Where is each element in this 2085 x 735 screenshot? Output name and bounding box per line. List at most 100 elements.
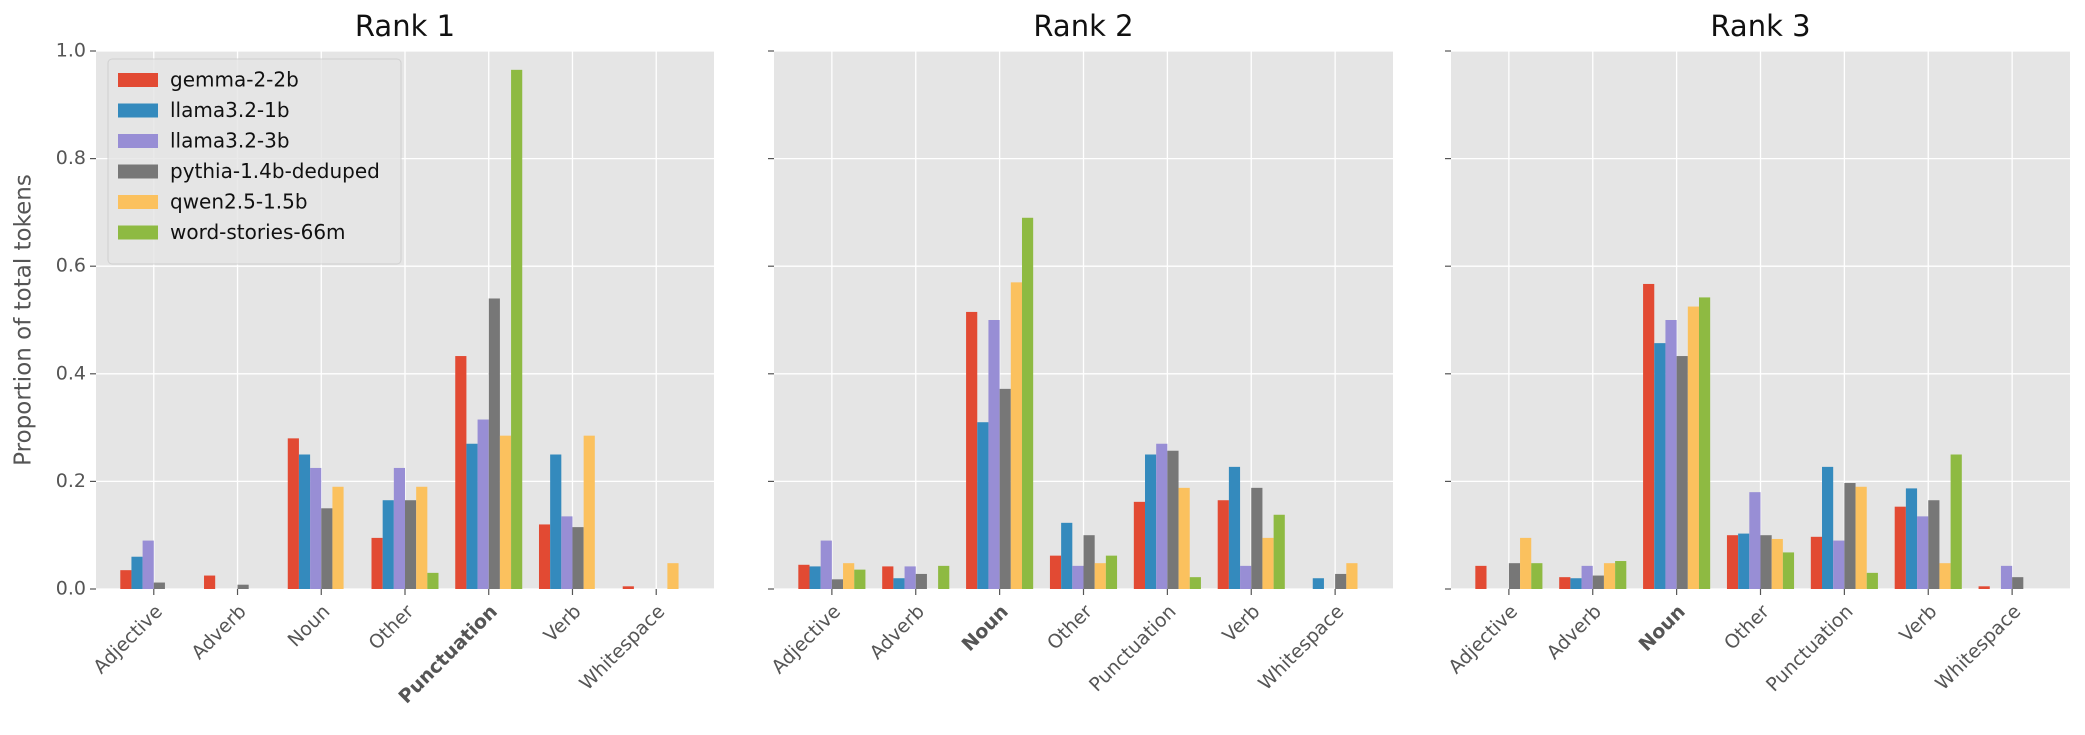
bar [1570, 578, 1582, 589]
bar [1687, 306, 1699, 589]
bar [1531, 563, 1543, 589]
bar [477, 419, 489, 589]
bar [511, 69, 523, 589]
bar [583, 435, 595, 589]
bar [1905, 488, 1918, 589]
y-tick-label: 1.0 [56, 40, 86, 62]
bar [1061, 522, 1073, 589]
legend-swatch [118, 134, 158, 148]
bar [1105, 555, 1118, 589]
y-tick-label: 0.6 [56, 255, 86, 277]
bar [1894, 506, 1906, 589]
bar [561, 516, 573, 589]
panel-title: Rank 2 [1033, 9, 1133, 43]
bar [1978, 586, 1990, 589]
x-tick-label: Punctuation [1085, 601, 1181, 697]
bar [1928, 500, 1940, 589]
legend-label: llama3.2-1b [170, 98, 290, 122]
bar [1262, 537, 1274, 589]
y-tick-label: 0.8 [56, 147, 86, 169]
bar [1844, 483, 1856, 589]
bar [1866, 572, 1878, 589]
bar [1917, 516, 1929, 589]
bar [2000, 565, 2013, 589]
x-tick-label: Whitespace [1931, 601, 2025, 695]
bar [237, 584, 249, 589]
x-tick-label: Whitespace [1254, 601, 1348, 695]
bar [332, 486, 344, 589]
bar [809, 566, 821, 589]
bar [1167, 450, 1179, 589]
x-tick-label: Adverb [866, 601, 929, 664]
bar [831, 579, 844, 589]
bar [131, 556, 143, 589]
bar [2012, 577, 2024, 589]
x-tick-label: Noun [958, 601, 1013, 656]
bar [904, 566, 916, 589]
panel-title: Rank 3 [1710, 9, 1810, 43]
x-tick-label: Verb [1218, 601, 1264, 647]
bar [572, 527, 584, 589]
bar [153, 582, 165, 589]
bar [1581, 565, 1593, 589]
bar [1475, 565, 1487, 589]
x-tick-label: Other [364, 600, 418, 654]
bar [1782, 552, 1795, 589]
bar [1822, 466, 1834, 589]
bar [393, 467, 405, 589]
bar [1145, 454, 1157, 589]
bar [204, 575, 216, 589]
bar [977, 422, 989, 589]
x-tick-label: Other [1043, 600, 1097, 654]
bar [1021, 217, 1034, 589]
bar [1615, 561, 1627, 589]
legend-swatch [118, 103, 158, 118]
x-tick-label: Adjective [1444, 601, 1522, 679]
bar [1726, 535, 1739, 589]
bar [1950, 454, 1962, 589]
bar [1810, 536, 1823, 589]
bar [1133, 501, 1146, 589]
y-tick-label: 0.2 [56, 470, 86, 492]
bar [1217, 500, 1229, 589]
bar [1939, 563, 1951, 589]
bar [988, 320, 1000, 589]
bar [499, 435, 512, 589]
bar [1156, 443, 1168, 589]
panel-title: Rank 1 [355, 9, 455, 43]
bar [1643, 283, 1655, 589]
legend-label: gemma-2-2b [170, 68, 299, 92]
bar [1520, 537, 1532, 589]
bar [1665, 320, 1677, 589]
bar [1251, 487, 1263, 589]
bar [405, 500, 417, 589]
legend-box [107, 58, 402, 265]
bar [1760, 535, 1772, 589]
bar [893, 578, 905, 589]
bar [550, 454, 562, 589]
bar [938, 565, 950, 589]
bar [1083, 535, 1095, 589]
x-tick-label: Adverb [187, 601, 250, 664]
bar [416, 486, 428, 589]
bar [999, 388, 1011, 589]
legend-swatch [118, 73, 158, 87]
bar [1312, 578, 1324, 589]
bar [466, 443, 478, 589]
bar [120, 570, 132, 589]
bar [1603, 563, 1616, 589]
bar [1346, 563, 1358, 589]
bar [843, 563, 855, 589]
legend-label: llama3.2-3b [170, 129, 290, 153]
bar [1273, 514, 1285, 589]
bar [1654, 343, 1666, 589]
x-tick-label: Noun [1635, 601, 1690, 656]
bar [1508, 563, 1521, 589]
x-tick-label: Whitespace [575, 601, 669, 695]
bar [1855, 486, 1867, 589]
bar [287, 438, 299, 589]
bar [321, 508, 333, 589]
bar [1335, 573, 1347, 589]
x-tick-label: Verb [1895, 601, 1941, 647]
